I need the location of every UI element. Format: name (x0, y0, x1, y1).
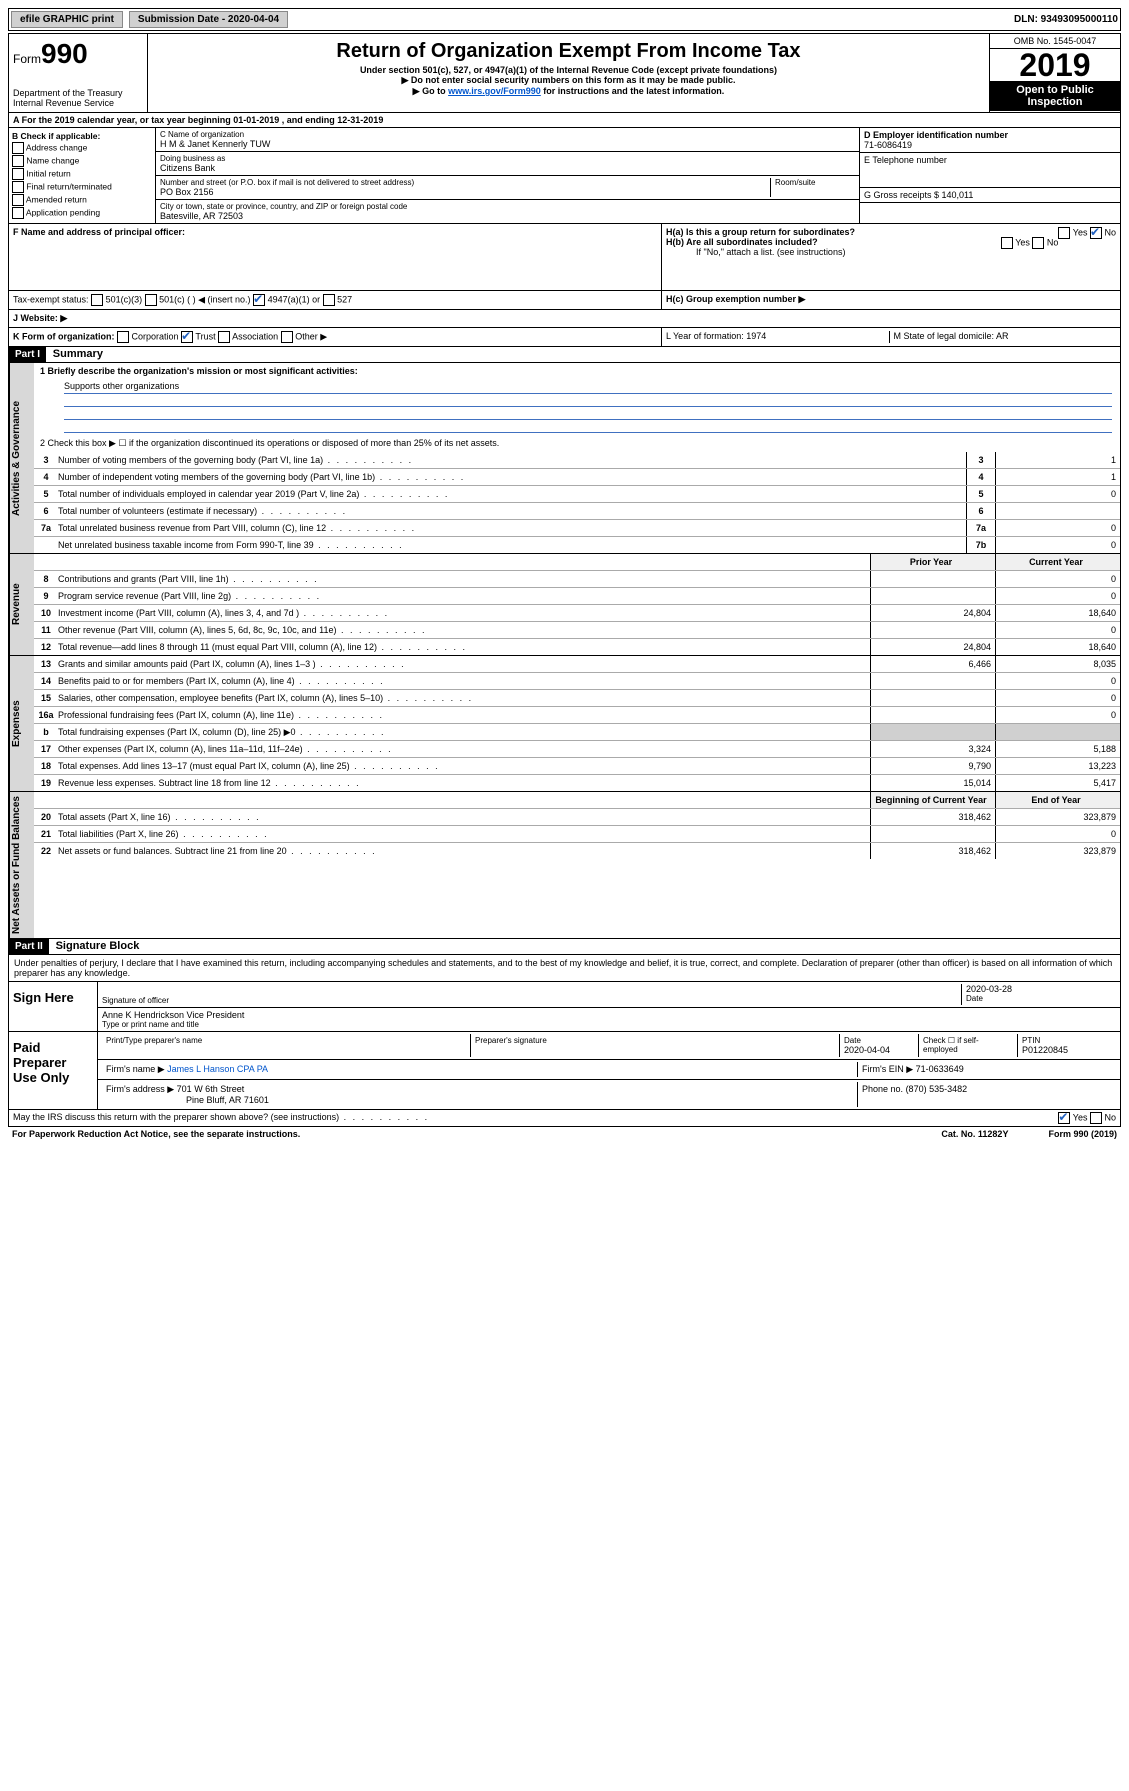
table-row: Net unrelated business taxable income fr… (34, 537, 1120, 553)
box-k: K Form of organization: Corporation Trus… (9, 328, 662, 346)
table-row: 12Total revenue—add lines 8 through 11 (… (34, 639, 1120, 655)
vtab-net: Net Assets or Fund Balances (9, 792, 34, 938)
table-row: 14Benefits paid to or for members (Part … (34, 673, 1120, 690)
form-link[interactable]: www.irs.gov/Form990 (448, 86, 541, 96)
table-row: 19Revenue less expenses. Subtract line 1… (34, 775, 1120, 791)
part-i-title: Summary (49, 348, 103, 360)
table-row: 3Number of voting members of the governi… (34, 452, 1120, 469)
paid-preparer-label: Paid Preparer Use Only (9, 1032, 98, 1109)
box-h: H(a) Is this a group return for subordin… (662, 224, 1120, 290)
form-number: Form990 (13, 38, 143, 70)
part-ii-title: Signature Block (52, 940, 140, 952)
form-note2: ▶ Go to www.irs.gov/Form990 for instruct… (152, 86, 985, 97)
sig-intro: Under penalties of perjury, I declare th… (9, 955, 1120, 982)
street-addr: PO Box 2156 (160, 187, 770, 197)
table-row: 7aTotal unrelated business revenue from … (34, 520, 1120, 537)
box-right: D Employer identification number 71-6086… (860, 128, 1120, 223)
info-grid: B Check if applicable: Address change Na… (8, 128, 1121, 224)
vtab-governance: Activities & Governance (9, 363, 34, 553)
box-hc: H(c) Group exemption number ▶ (662, 291, 1120, 309)
col-current: Current Year (995, 554, 1120, 570)
table-row: 11Other revenue (Part VIII, column (A), … (34, 622, 1120, 639)
col-prior: Prior Year (870, 554, 995, 570)
discuss-row: May the IRS discuss this return with the… (8, 1110, 1121, 1127)
col-end: End of Year (995, 792, 1120, 808)
box-m: M State of legal domicile: AR (890, 331, 1117, 343)
dba: Citizens Bank (160, 163, 855, 173)
period-row: A For the 2019 calendar year, or tax yea… (8, 113, 1121, 128)
city-addr: Batesville, AR 72503 (160, 211, 855, 221)
signature-block: Under penalties of perjury, I declare th… (8, 955, 1121, 1110)
box-f: F Name and address of principal officer: (9, 224, 662, 290)
form-header: Form990 Department of the Treasury Inter… (8, 33, 1121, 113)
dept-label: Department of the Treasury (13, 88, 143, 98)
firm-addr2: Pine Bluff, AR 71601 (106, 1095, 853, 1105)
form-subtitle: Under section 501(c), 527, or 4947(a)(1)… (152, 65, 985, 75)
tax-year: 2019 (990, 49, 1120, 81)
table-row: 13Grants and similar amounts paid (Part … (34, 656, 1120, 673)
form-title: Return of Organization Exempt From Incom… (152, 40, 985, 63)
form-note1: ▶ Do not enter social security numbers o… (152, 75, 985, 86)
table-row: 8Contributions and grants (Part VIII, li… (34, 571, 1120, 588)
ptin: P01220845 (1022, 1045, 1112, 1055)
table-row: 18Total expenses. Add lines 13–17 (must … (34, 758, 1120, 775)
box-e: E Telephone number (860, 153, 1120, 188)
box-g: G Gross receipts $ 140,011 (860, 188, 1120, 203)
inspection-badge: Open to Public Inspection (990, 81, 1120, 111)
col-begin: Beginning of Current Year (870, 792, 995, 808)
sign-here-label: Sign Here (9, 982, 98, 1031)
table-row: bTotal fundraising expenses (Part IX, co… (34, 724, 1120, 741)
table-row: 5Total number of individuals employed in… (34, 486, 1120, 503)
dln: DLN: 93493095000110 (1014, 14, 1118, 25)
mission-text: Supports other organizations (64, 381, 1112, 394)
footer: For Paperwork Reduction Act Notice, see … (8, 1127, 1121, 1141)
vtab-expenses: Expenses (9, 656, 34, 791)
vtab-revenue: Revenue (9, 554, 34, 655)
q2: 2 Check this box ▶ ☐ if the organization… (34, 435, 1120, 452)
org-name: H M & Janet Kennerly TUW (160, 139, 855, 149)
table-row: 22Net assets or fund balances. Subtract … (34, 843, 1120, 859)
box-b: B Check if applicable: Address change Na… (9, 128, 156, 223)
table-row: 20Total assets (Part X, line 16)318,4623… (34, 809, 1120, 826)
q1: 1 Briefly describe the organization's mi… (34, 363, 1120, 379)
part-ii-header: Part II (9, 939, 49, 954)
table-row: 9Program service revenue (Part VIII, lin… (34, 588, 1120, 605)
box-c: C Name of organization H M & Janet Kenne… (156, 128, 860, 223)
table-row: 15Salaries, other compensation, employee… (34, 690, 1120, 707)
firm-name[interactable]: James L Hanson CPA PA (167, 1064, 268, 1074)
ein: 71-6086419 (864, 140, 1116, 150)
table-row: 21Total liabilities (Part X, line 26)0 (34, 826, 1120, 843)
table-row: 6Total number of volunteers (estimate if… (34, 503, 1120, 520)
firm-addr1: 701 W 6th Street (177, 1084, 245, 1094)
tax-exempt: Tax-exempt status: 501(c)(3) 501(c) ( ) … (9, 291, 662, 309)
box-l: L Year of formation: 1974 (666, 331, 890, 343)
table-row: 16aProfessional fundraising fees (Part I… (34, 707, 1120, 724)
table-row: 10Investment income (Part VIII, column (… (34, 605, 1120, 622)
efile-btn[interactable]: efile GRAPHIC print (11, 11, 123, 28)
box-j: J Website: ▶ (9, 310, 1120, 327)
officer-name: Anne K Hendrickson Vice President (102, 1010, 244, 1020)
top-bar: efile GRAPHIC print Submission Date - 20… (8, 8, 1121, 31)
table-row: 4Number of independent voting members of… (34, 469, 1120, 486)
sig-date: 2020-03-28 (966, 984, 1116, 994)
submission-btn[interactable]: Submission Date - 2020-04-04 (129, 11, 288, 28)
irs-label: Internal Revenue Service (13, 98, 143, 108)
prep-date: 2020-04-04 (844, 1045, 914, 1055)
part-i-header: Part I (9, 347, 46, 362)
firm-ein: 71-0633649 (916, 1064, 964, 1074)
firm-phone: (870) 535-3482 (906, 1084, 968, 1094)
table-row: 17Other expenses (Part IX, column (A), l… (34, 741, 1120, 758)
